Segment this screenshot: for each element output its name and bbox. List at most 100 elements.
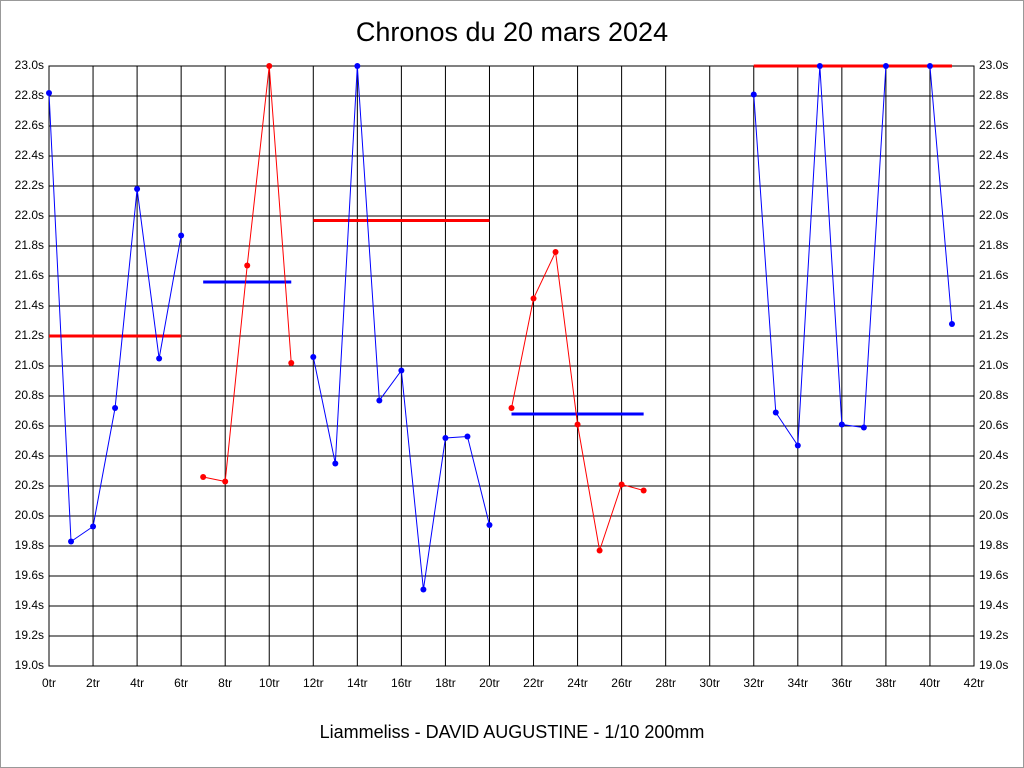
y-tick-label-right: 20.8s	[979, 388, 1008, 402]
data-point	[948, 321, 955, 327]
y-tick-label: 19.0s	[15, 658, 44, 672]
data-point	[640, 487, 647, 494]
data-point	[816, 63, 823, 69]
y-tick-label-right: 19.0s	[979, 658, 1008, 672]
y-tick-label: 22.6s	[15, 118, 44, 132]
x-tick-label: 32tr	[743, 676, 764, 690]
x-tick-label: 4tr	[130, 676, 144, 690]
data-point	[486, 522, 493, 528]
y-tick-label-right: 23.0s	[979, 58, 1008, 72]
x-tick-label: 18tr	[435, 676, 456, 690]
y-tick-label-right: 20.2s	[979, 478, 1008, 492]
data-point	[420, 586, 427, 593]
y-tick-label: 22.2s	[15, 178, 44, 192]
data-point	[772, 409, 779, 416]
data-point	[332, 460, 339, 467]
y-tick-label: 19.2s	[15, 628, 44, 642]
y-tick-label-right: 19.8s	[979, 538, 1008, 552]
data-point	[442, 435, 449, 441]
x-tick-label: 6tr	[174, 676, 188, 690]
data-point	[46, 90, 52, 96]
data-point	[464, 433, 471, 440]
y-tick-label: 21.8s	[15, 238, 44, 252]
x-tick-label: 24tr	[567, 676, 588, 690]
y-tick-label-right: 20.6s	[979, 418, 1008, 432]
data-point	[178, 232, 185, 239]
data-point	[618, 481, 625, 488]
data-point	[288, 360, 295, 366]
y-tick-label: 22.0s	[15, 208, 44, 222]
y-tick-label: 19.6s	[15, 568, 44, 582]
y-tick-label-right: 19.2s	[979, 628, 1008, 642]
x-tick-label: 0tr	[42, 676, 56, 690]
y-tick-label: 20.6s	[15, 418, 44, 432]
x-tick-label: 34tr	[787, 676, 808, 690]
data-point	[860, 424, 867, 431]
y-tick-label: 20.2s	[15, 478, 44, 492]
x-tick-label: 12tr	[303, 676, 324, 690]
y-tick-label: 20.0s	[15, 508, 44, 522]
y-tick-label-right: 22.6s	[979, 118, 1008, 132]
y-tick-label: 21.6s	[15, 268, 44, 282]
data-point	[200, 474, 207, 480]
data-point	[926, 63, 933, 69]
y-tick-label: 21.4s	[15, 298, 44, 312]
y-tick-label-right: 21.6s	[979, 268, 1008, 282]
y-tick-label: 23.0s	[15, 58, 44, 72]
x-tick-label: 20tr	[479, 676, 500, 690]
footer: Liammeliss - DAVID AUGUSTINE - 1/10 200m…	[320, 722, 705, 742]
x-tick-label: 10tr	[259, 676, 280, 690]
data-point	[266, 63, 273, 69]
data-point	[376, 397, 383, 404]
y-tick-label: 19.4s	[15, 598, 44, 612]
y-tick-label-right: 21.8s	[979, 238, 1008, 252]
data-point	[68, 538, 75, 545]
data-point	[398, 367, 405, 374]
y-tick-label-right: 22.8s	[979, 88, 1008, 102]
y-tick-label: 20.4s	[15, 448, 44, 462]
x-tick-label: 42tr	[964, 676, 985, 690]
x-tick-label: 40tr	[920, 676, 941, 690]
data-point	[134, 186, 141, 192]
y-tick-label-right: 21.0s	[979, 358, 1008, 372]
y-tick-label-right: 20.0s	[979, 508, 1008, 522]
x-tick-label: 14tr	[347, 676, 368, 690]
data-point	[552, 249, 559, 255]
x-tick-label: 22tr	[523, 676, 544, 690]
data-point	[244, 262, 251, 269]
data-point	[794, 442, 801, 449]
data-point	[354, 63, 361, 69]
x-tick-label: 16tr	[391, 676, 412, 690]
y-tick-label-right: 20.4s	[979, 448, 1008, 462]
y-tick-label: 22.8s	[15, 88, 44, 102]
x-tick-label: 38tr	[876, 676, 897, 690]
x-tick-label: 28tr	[655, 676, 676, 690]
data-point	[750, 91, 757, 98]
data-point	[574, 421, 581, 428]
x-tick-label: 26tr	[611, 676, 632, 690]
data-point	[222, 478, 229, 485]
y-tick-label-right: 19.4s	[979, 598, 1008, 612]
data-point	[838, 421, 845, 428]
x-tick-label: 36tr	[832, 676, 853, 690]
y-tick-label: 21.0s	[15, 358, 44, 372]
y-tick-label-right: 21.2s	[979, 328, 1008, 342]
y-tick-label-right: 22.2s	[979, 178, 1008, 192]
data-point	[882, 63, 889, 69]
data-point	[112, 405, 119, 411]
data-point	[530, 295, 537, 302]
y-tick-label: 20.8s	[15, 388, 44, 402]
y-tick-label: 19.8s	[15, 538, 44, 552]
y-tick-label-right: 21.4s	[979, 298, 1008, 312]
x-tick-label: 2tr	[86, 676, 100, 690]
x-tick-label: 30tr	[699, 676, 720, 690]
data-point	[508, 405, 515, 411]
data-point	[90, 523, 97, 530]
y-tick-label-right: 22.4s	[979, 148, 1008, 162]
chart-title: Chronos du 20 mars 2024	[356, 17, 668, 47]
x-tick-label: 8tr	[218, 676, 232, 690]
plot-border	[48, 65, 975, 667]
